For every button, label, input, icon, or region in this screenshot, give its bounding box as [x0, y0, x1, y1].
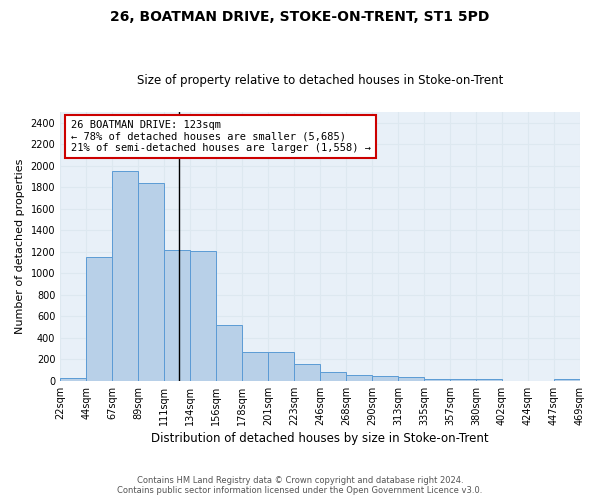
Text: 26, BOATMAN DRIVE, STOKE-ON-TRENT, ST1 5PD: 26, BOATMAN DRIVE, STOKE-ON-TRENT, ST1 5…	[110, 10, 490, 24]
Bar	[268, 352, 294, 381]
Bar	[112, 171, 138, 381]
Bar	[294, 364, 320, 381]
Bar	[450, 379, 476, 381]
Title: Size of property relative to detached houses in Stoke-on-Trent: Size of property relative to detached ho…	[137, 74, 503, 87]
Bar	[424, 378, 450, 381]
Bar	[86, 257, 112, 381]
Bar	[554, 378, 580, 381]
Y-axis label: Number of detached properties: Number of detached properties	[15, 158, 25, 334]
Bar	[138, 183, 164, 381]
Bar	[60, 378, 86, 381]
Bar	[398, 376, 424, 381]
Text: 26 BOATMAN DRIVE: 123sqm
← 78% of detached houses are smaller (5,685)
21% of sem: 26 BOATMAN DRIVE: 123sqm ← 78% of detach…	[71, 120, 371, 153]
Bar	[216, 326, 242, 381]
Bar	[476, 378, 502, 381]
Bar	[242, 352, 268, 381]
Text: Contains HM Land Registry data © Crown copyright and database right 2024.
Contai: Contains HM Land Registry data © Crown c…	[118, 476, 482, 495]
Bar	[346, 376, 372, 381]
X-axis label: Distribution of detached houses by size in Stoke-on-Trent: Distribution of detached houses by size …	[151, 432, 489, 445]
Bar	[164, 250, 190, 381]
Bar	[320, 372, 346, 381]
Bar	[372, 376, 398, 381]
Bar	[190, 250, 216, 381]
